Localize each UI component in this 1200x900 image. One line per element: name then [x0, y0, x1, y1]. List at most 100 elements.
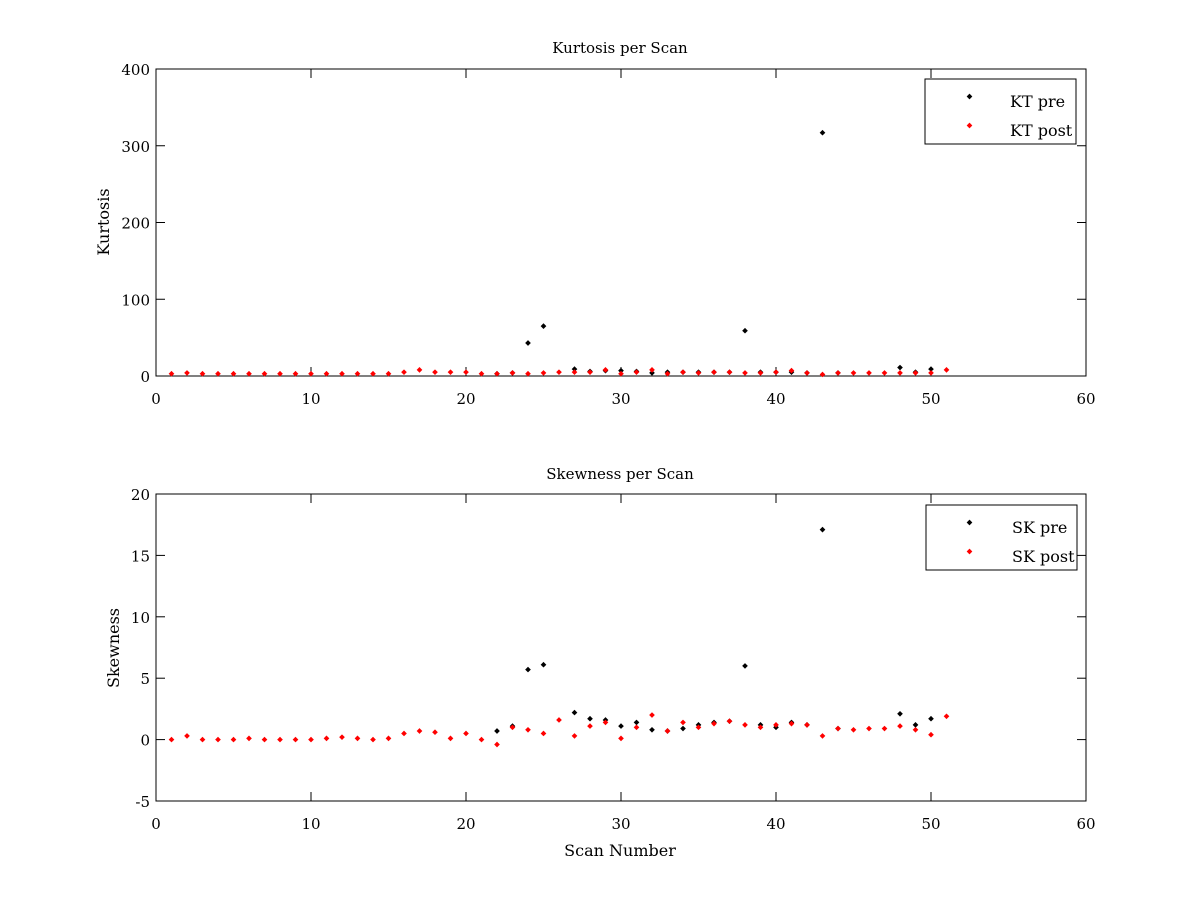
- kurtosis-series-post-point: [819, 371, 826, 378]
- skewness-series-post-point: [385, 735, 392, 742]
- kurtosis-series-post-point: [850, 370, 857, 376]
- skewness-series-post-point: [277, 736, 283, 743]
- kurtosis-series-pre-point: [540, 323, 547, 329]
- kurtosis-series-post-point: [525, 370, 531, 377]
- kurtosis-series-pre-point: [618, 367, 624, 374]
- skewness-y-axis-label: Skewness: [104, 608, 123, 688]
- kurtosis-series-post-point: [912, 370, 919, 376]
- kurtosis-series-post-point: [509, 370, 516, 376]
- skewness-series-post-point: [912, 726, 919, 733]
- skewness-series-pre-point: [571, 709, 578, 716]
- kurtosis-series-post-point: [571, 369, 578, 375]
- kurtosis-legend-box: [924, 78, 1077, 145]
- skewness-series-post-point: [292, 736, 299, 743]
- skewness-series-post-point: [804, 722, 810, 728]
- x-tick-label: 30: [611, 815, 630, 833]
- kurtosis-series-post-point: [370, 370, 376, 377]
- skewness-series-post-point: [556, 717, 562, 723]
- skewness-series-post: [168, 712, 950, 748]
- skewness-series-pre-point: [618, 723, 624, 729]
- skewness-series-post-point: [602, 719, 609, 726]
- skewness-series-post-point: [664, 728, 671, 734]
- skewness-series-post-point: [509, 724, 516, 731]
- kurtosis-series-pre-point: [649, 370, 655, 376]
- skewness-series-post-point: [773, 722, 779, 728]
- skewness-series-post-point: [649, 712, 655, 718]
- kurtosis-series-post-point: [432, 369, 438, 375]
- kurtosis-series-post-point: [835, 370, 841, 376]
- skewness-series-post-point: [943, 713, 950, 720]
- kurtosis-series-post-point: [711, 369, 717, 375]
- skewness-series-pre-point: [587, 715, 593, 722]
- skewness-series-post-point: [339, 734, 345, 740]
- kurtosis-series-post-point: [447, 369, 454, 375]
- kurtosis-series-post-point: [292, 370, 299, 377]
- skewness-series-pre-point: [928, 715, 934, 722]
- y-tick-label: 300: [121, 138, 150, 156]
- skewness-series-post-point: [897, 723, 903, 729]
- kurtosis-chart-title: Kurtosis per Scan: [552, 39, 688, 57]
- kurtosis-series-post-point: [168, 370, 175, 377]
- skewness-series-post-point: [742, 722, 748, 728]
- skewness-series-pre-point: [494, 728, 500, 734]
- x-tick-label: 20: [456, 815, 475, 833]
- skewness-series-post-point: [246, 735, 252, 742]
- skewness-series-post-point: [323, 735, 330, 742]
- kurtosis-series-pre-point: [742, 327, 748, 334]
- skewness-series-post-point: [525, 726, 531, 733]
- kurtosis-series-post: [168, 367, 950, 378]
- kurtosis-series-post-point: [494, 370, 500, 377]
- kurtosis-series-post-point: [184, 370, 190, 376]
- kurtosis-series-post-point: [695, 370, 702, 376]
- skewness-series-post-point: [618, 735, 624, 742]
- skewness-series-post-point: [866, 725, 872, 732]
- skewness-series-pre-point: [742, 663, 748, 669]
- kurtosis-legend: KT pre KT post: [924, 78, 1077, 145]
- kurtosis-series-post-point: [804, 370, 810, 376]
- kurtosis-series-post-point: [742, 370, 748, 376]
- skewness-series-post-point: [184, 733, 190, 739]
- skewness-series-post-point: [711, 720, 717, 727]
- skewness-series-post-point: [308, 736, 314, 743]
- y-tick-label: 100: [121, 291, 150, 309]
- skewness-series-post-point: [633, 724, 640, 731]
- x-tick-label: 0: [151, 390, 161, 408]
- skewness-series-pre-point: [897, 710, 903, 717]
- skewness-x-axis-label: Scan Number: [564, 841, 676, 860]
- y-tick-label: 10: [131, 609, 150, 627]
- kurtosis-data-points: [168, 129, 950, 378]
- kurtosis-series-post-point: [866, 370, 872, 376]
- skewness-series-pre-point: [540, 661, 547, 668]
- kurtosis-series-post-point: [308, 370, 314, 377]
- skewness-series-post-point: [571, 733, 578, 739]
- kurtosis-series-post-point: [246, 370, 252, 377]
- kurtosis-series-post-point: [649, 367, 655, 373]
- skewness-series-post-point: [680, 719, 686, 726]
- kurtosis-series-post-point: [354, 370, 361, 377]
- skewness-series-post-point: [726, 718, 733, 725]
- legend-marker-kt-post: [966, 122, 973, 129]
- skewness-series-post-point: [540, 730, 547, 737]
- skewness-data-points: [168, 526, 950, 748]
- skewness-series-post-point: [587, 723, 593, 729]
- y-tick-label: 20: [131, 486, 150, 504]
- skewness-series-post-point: [835, 725, 841, 732]
- skewness-series-post-point: [215, 736, 221, 743]
- skewness-series-post-point: [819, 733, 826, 739]
- skewness-series-post-point: [168, 736, 175, 743]
- y-tick-label: 200: [121, 215, 150, 233]
- y-tick-label: 400: [121, 61, 150, 79]
- kurtosis-series-post-point: [230, 370, 237, 377]
- kurtosis-series-post-point: [757, 370, 764, 376]
- kurtosis-series-post-point: [277, 370, 283, 377]
- kurtosis-series-post-point: [602, 367, 609, 373]
- x-tick-label: 40: [766, 390, 785, 408]
- kurtosis-series-post-point: [540, 370, 547, 376]
- kurtosis-series-pre-point: [571, 366, 578, 372]
- kurtosis-series-post-point: [401, 369, 407, 375]
- x-tick-label: 30: [611, 390, 630, 408]
- skewness-series-pre-point: [633, 719, 640, 726]
- kurtosis-series-post-point: [928, 370, 934, 376]
- y-tick-label: 0: [140, 368, 150, 386]
